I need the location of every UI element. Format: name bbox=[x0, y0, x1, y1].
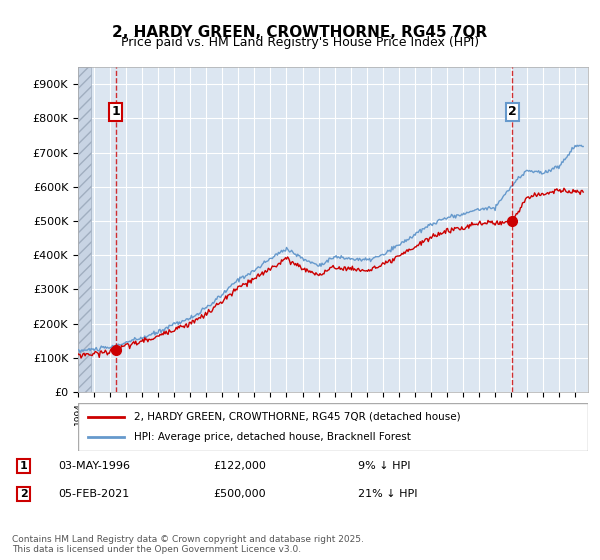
Text: 21% ↓ HPI: 21% ↓ HPI bbox=[358, 489, 417, 499]
Text: 05-FEB-2021: 05-FEB-2021 bbox=[58, 489, 130, 499]
Text: £122,000: £122,000 bbox=[214, 461, 266, 471]
Text: Contains HM Land Registry data © Crown copyright and database right 2025.
This d: Contains HM Land Registry data © Crown c… bbox=[12, 535, 364, 554]
Text: 2, HARDY GREEN, CROWTHORNE, RG45 7QR (detached house): 2, HARDY GREEN, CROWTHORNE, RG45 7QR (de… bbox=[134, 412, 461, 422]
Bar bbox=[78, 67, 91, 392]
Text: HPI: Average price, detached house, Bracknell Forest: HPI: Average price, detached house, Brac… bbox=[134, 432, 411, 442]
Text: 1: 1 bbox=[111, 105, 120, 118]
Text: Price paid vs. HM Land Registry's House Price Index (HPI): Price paid vs. HM Land Registry's House … bbox=[121, 36, 479, 49]
Text: 2: 2 bbox=[20, 489, 28, 499]
Text: 2: 2 bbox=[508, 105, 517, 118]
Text: 2, HARDY GREEN, CROWTHORNE, RG45 7QR: 2, HARDY GREEN, CROWTHORNE, RG45 7QR bbox=[112, 25, 488, 40]
Text: 9% ↓ HPI: 9% ↓ HPI bbox=[358, 461, 410, 471]
Text: 03-MAY-1996: 03-MAY-1996 bbox=[58, 461, 130, 471]
Text: 1: 1 bbox=[20, 461, 28, 471]
FancyBboxPatch shape bbox=[78, 403, 588, 451]
Text: £500,000: £500,000 bbox=[214, 489, 266, 499]
